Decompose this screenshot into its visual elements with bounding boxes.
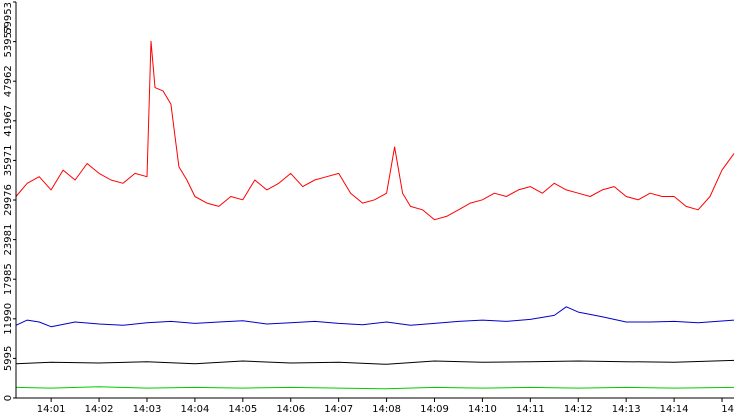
x-axis-ticks: 14:01 14:02 14:03 14:04 14:05 14:06 14:07 14:08… (37, 398, 734, 415)
y-tick-label: 35971 (3, 144, 14, 176)
x-tick-label: 14:04 (180, 404, 209, 415)
y-tick-label: 17985 (3, 263, 14, 295)
x-tick-label: 14:13 (612, 404, 641, 415)
x-tick-label: 14:03 (133, 404, 162, 415)
y-tick-label: 53957 (3, 26, 14, 58)
y-tick-label: 59953 (3, 2, 14, 34)
y-tick-label: 11990 (3, 303, 14, 335)
y-tick-label: 47962 (3, 65, 14, 97)
x-tick-label: 14:14 (660, 404, 689, 415)
y-tick-label: 23981 (3, 224, 14, 256)
x-tick-label: 14:06 (276, 404, 305, 415)
x-tick-label: 14:09 (420, 404, 449, 415)
x-tick-label: 14:02 (85, 404, 114, 415)
x-tick-label: 14:11 (516, 404, 545, 415)
x-tick-label: 14 (721, 404, 734, 415)
series-line-blue (15, 306, 735, 328)
y-tick-label: 41967 (3, 105, 14, 137)
x-tick-label: 14:10 (468, 404, 497, 415)
series-line-black (15, 359, 735, 365)
y-axis-ticks: 0 5995 11990 17985 23981 29976 35971 41967 47962… (3, 1, 16, 401)
y-tick-label: 0 (3, 395, 14, 401)
x-tick-label: 14:12 (564, 404, 593, 415)
y-tick-label: 29976 (3, 184, 14, 216)
x-tick-label: 14:05 (228, 404, 257, 415)
x-tick-label: 14:07 (324, 404, 353, 415)
series-line-red (15, 40, 735, 221)
series-line-green (15, 386, 735, 390)
x-tick-label: 14:01 (37, 404, 66, 415)
y-tick-label: 5995 (3, 346, 14, 371)
series-layer (15, 40, 735, 390)
x-tick-label: 14:08 (372, 404, 401, 415)
